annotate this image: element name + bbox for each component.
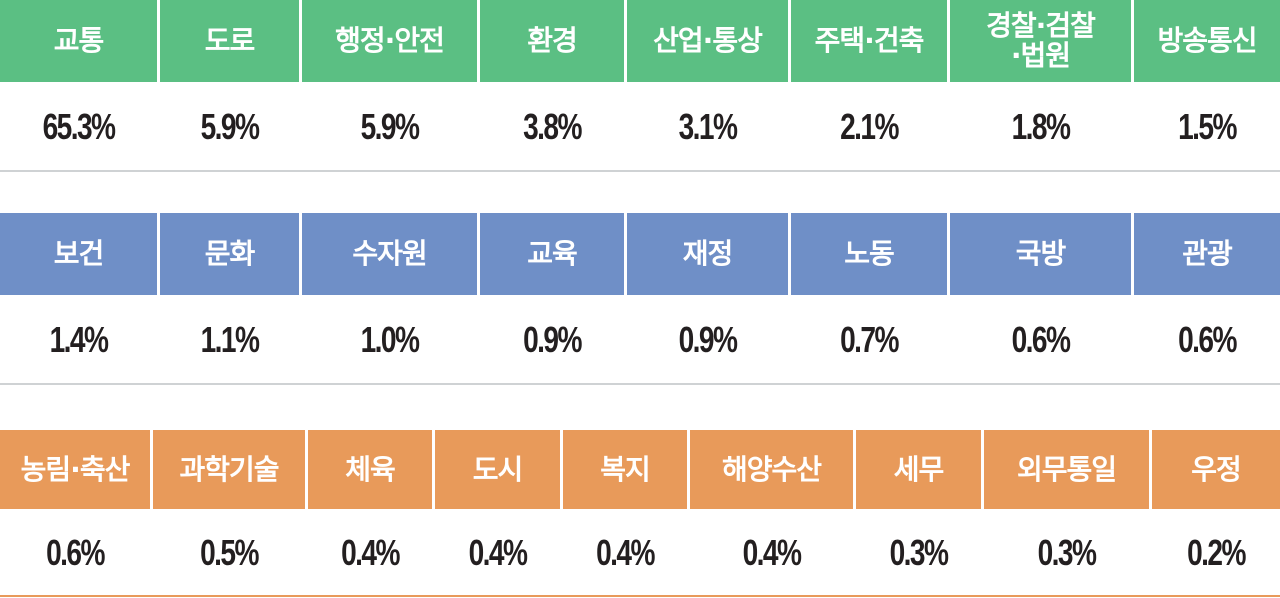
category-label: 경찰·검찰 ·법원 [950,0,1131,82]
share-value: 0.6% [1011,319,1071,360]
category-label: 농림·축산 [0,430,150,509]
table-group-3: 농림·축산 과학기술 체육 도시 복지 해양수산 세무 외무통일 우정 0.6% 0.5% 0.4% 0… [0,430,1280,597]
category-label: 복지 [563,430,687,509]
share-value: 3.8% [523,106,582,147]
row-divider [0,595,1280,597]
share-value: 0.4% [596,532,655,573]
category-label: 체육 [308,430,432,509]
category-label: 산업·통상 [627,0,788,82]
share-value: 0.4% [468,532,528,573]
category-label: 도로 [160,0,299,82]
category-label: 도시 [435,430,560,509]
share-value: 65.3% [42,106,116,147]
share-value: 1.1% [200,319,260,360]
header-row: 농림·축산 과학기술 체육 도시 복지 해양수산 세무 외무통일 우정 [0,430,1280,509]
category-label: 세무 [856,430,981,509]
value-row: 65.3% 5.9% 5.9% 3.8% 3.1% 2.1% 1.8% 1.5% [0,82,1280,172]
table-group-1: 교통 도로 행정·안전 환경 산업·통상 주택·건축 경찰·검찰 ·법원 방송통신 65.3% 5… [0,0,1280,172]
category-label: 외무통일 [984,430,1149,509]
table-group-2: 보건 문화 수자원 교육 재정 노동 국방 관광 1.4% 1.1% 1.0% 0.9% 0.9% 0.7… [0,213,1280,385]
category-label: 과학기술 [153,430,305,509]
category-label: 행정·안전 [302,0,477,82]
category-label: 환경 [480,0,624,82]
category-label: 해양수산 [690,430,853,509]
category-label: 보건 [0,213,157,295]
category-label: 국방 [950,213,1131,295]
share-value: 0.2% [1187,532,1246,573]
row-divider [0,170,1280,172]
value-row: 0.6% 0.5% 0.4% 0.4% 0.4% 0.4% 0.3% 0.3% 0.2% [0,509,1280,597]
category-label: 우정 [1152,430,1280,509]
category-label: 관광 [1134,213,1280,295]
share-value: 1.8% [1011,106,1071,147]
category-label: 재정 [627,213,788,295]
share-value: 0.3% [1037,532,1097,573]
share-value: 2.1% [840,106,899,147]
value-row: 1.4% 1.1% 1.0% 0.9% 0.9% 0.7% 0.6% 0.6% [0,295,1280,385]
share-value: 0.4% [341,532,400,573]
category-label: 주택·건축 [791,0,947,82]
header-row: 보건 문화 수자원 교육 재정 노동 국방 관광 [0,213,1280,295]
header-row: 교통 도로 행정·안전 환경 산업·통상 주택·건축 경찰·검찰 ·법원 방송통신 [0,0,1280,82]
share-value: 0.7% [840,319,899,360]
share-value: 3.1% [678,106,738,147]
share-value: 0.6% [46,532,105,573]
category-label: 수자원 [302,213,477,295]
category-label: 노동 [791,213,947,295]
category-label: 교통 [0,0,157,82]
share-value: 0.3% [889,532,949,573]
share-value: 0.6% [1178,319,1237,360]
row-divider [0,383,1280,385]
share-value: 0.5% [200,532,259,573]
share-value: 0.9% [523,319,582,360]
share-value: 5.9% [200,106,260,147]
category-label: 방송통신 [1134,0,1280,82]
share-value: 5.9% [360,106,420,147]
category-label: 교육 [480,213,624,295]
share-value: 1.0% [360,319,420,360]
share-value: 0.4% [742,532,802,573]
share-value: 0.9% [678,319,738,360]
category-label: 문화 [160,213,299,295]
share-value: 1.4% [49,319,109,360]
share-value: 1.5% [1178,106,1237,147]
